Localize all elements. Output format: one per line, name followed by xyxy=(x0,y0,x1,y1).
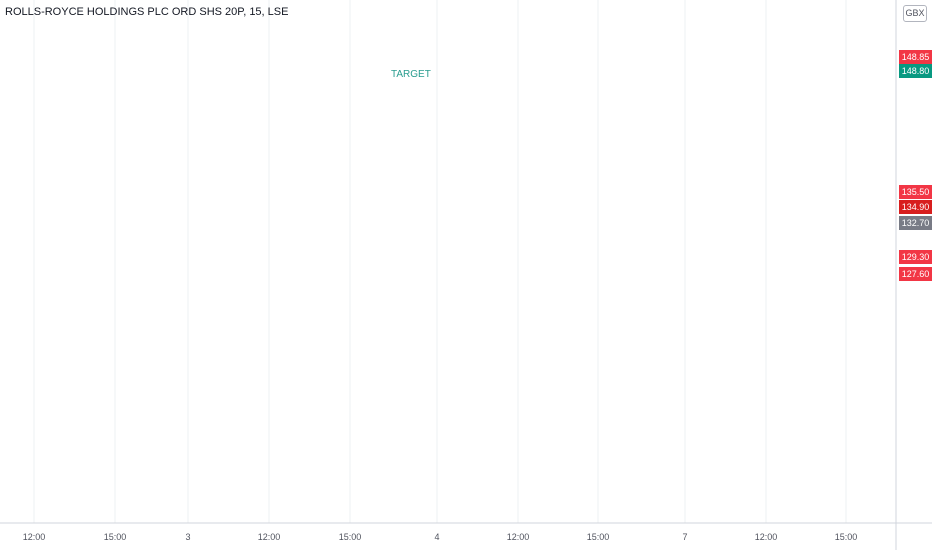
symbol-title: ROLLS-ROYCE HOLDINGS PLC ORD SHS 20P, 15… xyxy=(5,6,289,18)
price-tag-entry-132-70: 132.70 xyxy=(899,216,932,230)
x-tick-label: 4 xyxy=(434,532,439,542)
x-tick-label: 3 xyxy=(185,532,190,542)
price-tag-stop-127-60: 127.60 xyxy=(899,267,932,281)
target-label: TARGET xyxy=(391,69,431,80)
currency-badge[interactable]: GBX xyxy=(903,5,927,22)
x-tick-label: 12:00 xyxy=(23,532,46,542)
price-tag-level-135-50: 135.50 xyxy=(899,185,932,199)
price-tag-level-148-85: 148.85 xyxy=(899,50,932,64)
x-tick-label: 7 xyxy=(682,532,687,542)
price-tag-target-148-80: 148.80 xyxy=(899,64,932,78)
x-tick-label: 12:00 xyxy=(507,532,530,542)
x-tick-label: 15:00 xyxy=(339,532,362,542)
x-tick-label: 12:00 xyxy=(755,532,778,542)
x-tick-label: 15:00 xyxy=(587,532,610,542)
x-tick-label: 12:00 xyxy=(258,532,281,542)
x-tick-label: 15:00 xyxy=(835,532,858,542)
price-tag-level-129-30: 129.30 xyxy=(899,250,932,264)
price-tag-last-price-134-90: 134.90 xyxy=(899,200,932,214)
x-tick-label: 15:00 xyxy=(104,532,127,542)
